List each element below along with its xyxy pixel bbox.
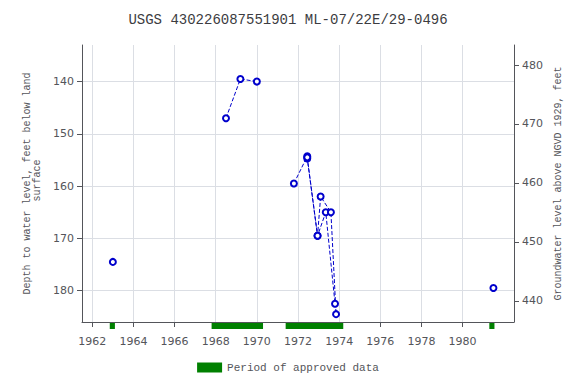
svg-text:Groundwater level above NGVD 1: Groundwater level above NGVD 1929, feet	[553, 66, 564, 300]
svg-text:1964: 1964	[119, 335, 147, 348]
svg-text:1980: 1980	[449, 335, 477, 348]
svg-text:160: 160	[53, 180, 74, 193]
svg-text:Period of approved data: Period of approved data	[227, 362, 379, 374]
svg-text:460: 460	[522, 176, 543, 189]
svg-text:180: 180	[53, 284, 74, 297]
svg-text:Depth to water level, feet bel: Depth to water level, feet below land	[21, 72, 33, 295]
svg-text:480: 480	[522, 59, 543, 72]
svg-text:170: 170	[53, 232, 74, 245]
svg-text:1970: 1970	[243, 335, 271, 348]
svg-text:1968: 1968	[202, 335, 230, 348]
svg-text:140: 140	[53, 75, 74, 88]
svg-text:450: 450	[522, 235, 543, 248]
svg-text:1972: 1972	[284, 335, 312, 348]
svg-text:1978: 1978	[407, 335, 435, 348]
svg-text:470: 470	[522, 117, 543, 130]
svg-text:surface: surface	[32, 159, 43, 207]
svg-text:USGS 430226087551901 ML-07/22E: USGS 430226087551901 ML-07/22E/29-0496	[128, 12, 447, 28]
svg-text:1976: 1976	[366, 335, 394, 348]
svg-text:1974: 1974	[325, 335, 353, 348]
svg-text:1966: 1966	[161, 335, 189, 348]
svg-text:1962: 1962	[78, 335, 106, 348]
svg-text:440: 440	[522, 294, 543, 307]
svg-text:150: 150	[53, 127, 74, 140]
